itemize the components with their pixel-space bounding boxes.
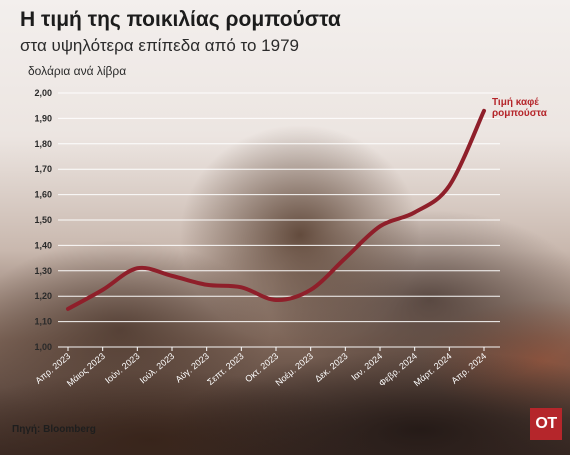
gridlines: [58, 92, 500, 348]
chart-subtitle: στα υψηλότερα επίπεδα από το 1979: [20, 36, 299, 55]
y-tick-label: 1,60: [34, 190, 52, 200]
y-tick-label: 2,00: [34, 88, 52, 98]
series-label: ρομπούστα: [492, 108, 548, 119]
series-group: [66, 108, 486, 311]
x-tick-label: Μάιος 2023: [65, 351, 107, 389]
y-tick-label: 1,10: [34, 317, 52, 327]
y-axis-unit: δολάρια ανά λίβρα: [28, 64, 127, 78]
x-tick-label: Απρ. 2024: [449, 351, 488, 386]
y-tick-label: 1,00: [34, 342, 52, 352]
y-axis-ticks: 2,00 1,90 1,80 1,70 1,60 1,50 1,40 1,30 1,20 1,10…: [34, 88, 52, 352]
x-tick-label: Ιούλ. 2023: [138, 351, 177, 386]
source-note: Πηγή: Bloomberg: [12, 424, 96, 435]
chart-title: Η τιμή της ποικιλίας ρομπούστα: [20, 8, 341, 31]
x-tick-label: Σεπτ. 2023: [205, 351, 245, 387]
y-tick-label: 1,80: [34, 139, 52, 149]
series-label: Τιμή καφέ: [492, 97, 539, 108]
x-tick-label: Νοέμ. 2023: [273, 351, 314, 388]
y-tick-label: 1,30: [34, 266, 52, 276]
y-tick-label: 1,50: [34, 215, 52, 225]
y-tick-label: 1,20: [34, 291, 52, 301]
y-tick-label: 1,40: [34, 240, 52, 250]
y-tick-label: 1,70: [34, 164, 52, 174]
x-tick-label: Ιούν. 2023: [103, 351, 142, 386]
x-tick-label: Μάρτ. 2024: [412, 351, 454, 388]
ot-logo: OT: [530, 408, 562, 440]
y-tick-label: 1,90: [34, 113, 52, 123]
series-line-robusta: [66, 108, 486, 311]
x-tick-label: Δεκ. 2023: [313, 351, 350, 384]
